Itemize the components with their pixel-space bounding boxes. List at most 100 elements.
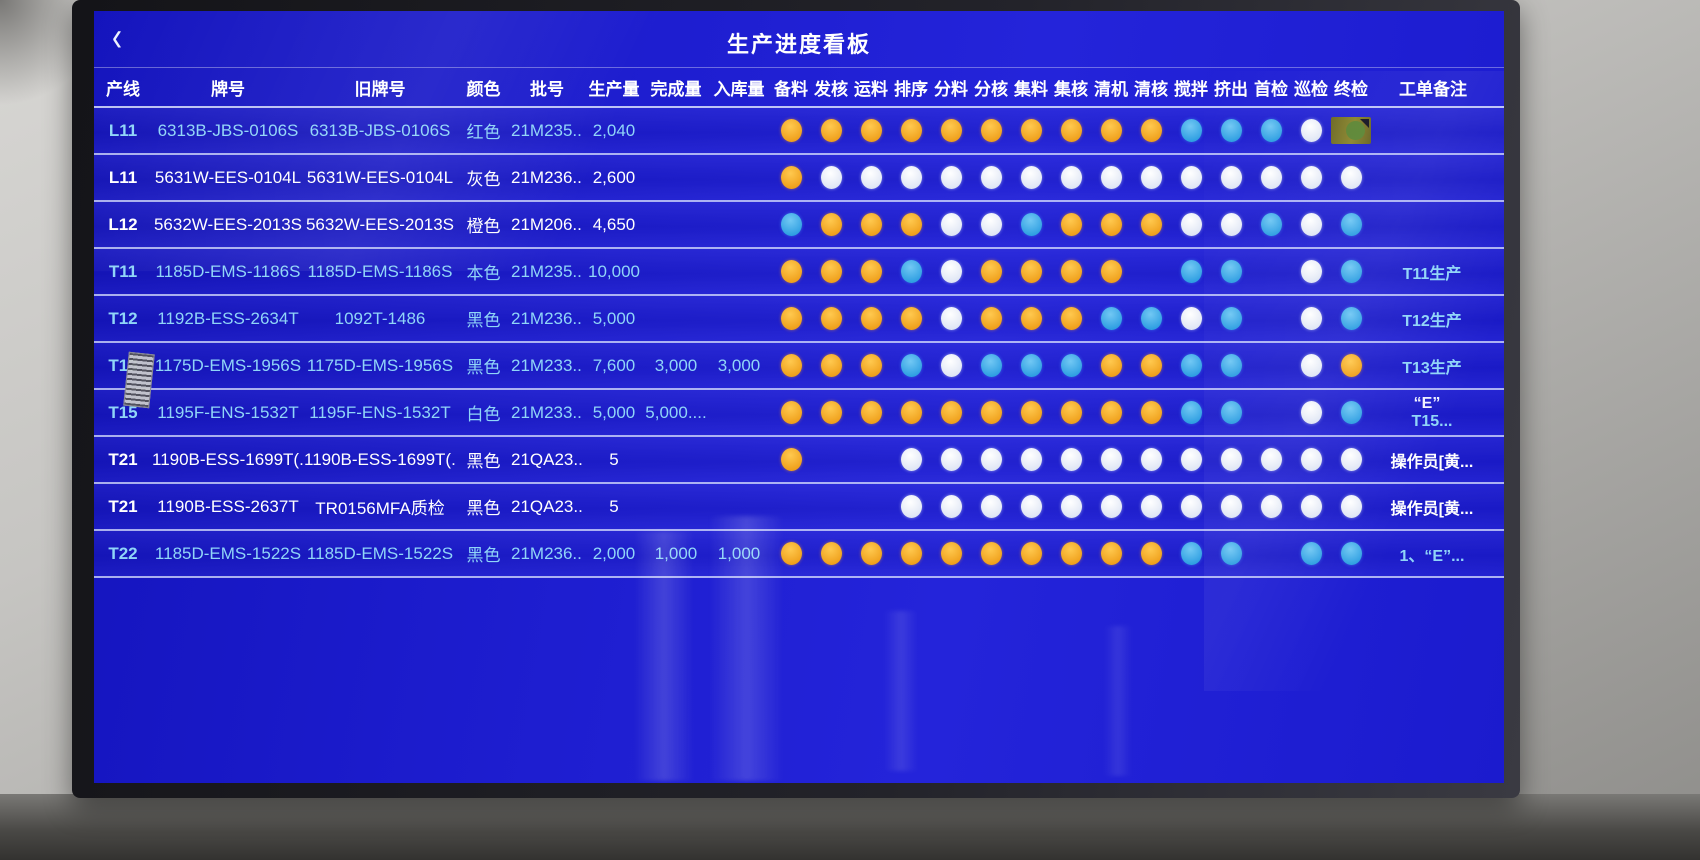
table-row: L11 5631W-EES-0104L 5631W-EES-0104L 灰色 21M23…	[94, 155, 1504, 202]
cell-brand: 1190B-ESS-2637T	[157, 496, 299, 516]
process-cell-运料	[851, 166, 891, 189]
process-dot-orange	[1140, 401, 1162, 424]
cell-color: 黑色	[466, 311, 501, 330]
cell-color: 灰色	[466, 170, 501, 189]
process-cell-集核	[1051, 354, 1091, 377]
process-cell-发核	[811, 166, 851, 189]
column-header-brand: 牌号	[211, 79, 245, 99]
process-cell-清核	[1131, 307, 1171, 330]
process-dot-white	[1300, 213, 1322, 236]
process-cell-分核	[971, 448, 1011, 471]
process-dot-orange	[860, 119, 882, 142]
screen-reflection	[1104, 626, 1132, 776]
process-cell-分核	[971, 119, 1011, 142]
column-header-line: 产线	[106, 79, 140, 99]
process-dot-orange	[1020, 542, 1042, 565]
process-dot-white	[940, 166, 962, 189]
process-dot-orange	[820, 401, 842, 424]
cell-remark: 1、“E”...	[1371, 542, 1495, 566]
column-header-process-3: 排序	[894, 79, 928, 99]
cell-remark: “E” T15...	[1371, 395, 1495, 431]
cell-color: 本色	[466, 264, 501, 283]
column-header-process-8: 清机	[1094, 79, 1128, 99]
process-dot-orange	[1060, 119, 1082, 142]
process-cell-终检	[1331, 354, 1371, 377]
process-dot-orange	[1060, 401, 1082, 424]
cell-batch: 21M235...	[511, 261, 583, 281]
process-cell-挤出	[1211, 542, 1251, 565]
process-cell-分核	[971, 495, 1011, 518]
cell-line: T21	[108, 449, 138, 469]
back-chevron-icon[interactable]: ‹	[112, 14, 122, 61]
process-dot-white	[1300, 307, 1322, 330]
dashboard-screen: ‹ 生产进度看板 产线 牌号 旧牌号 颜色 批号 生产量 完成量 入库量 备料 发核 运料 排序 分料分…	[94, 11, 1504, 783]
process-dot-blue	[900, 354, 922, 377]
process-cell-备料	[771, 401, 811, 424]
process-cell-搅拌	[1171, 401, 1211, 424]
process-dot-orange	[860, 542, 882, 565]
process-cell-挤出	[1211, 401, 1251, 424]
process-dot-orange	[860, 260, 882, 283]
process-cell-集核	[1051, 166, 1091, 189]
remark-text: T11生产	[1402, 265, 1462, 283]
process-dot-blue	[1020, 213, 1042, 236]
cell-color: 橙色	[466, 217, 501, 236]
process-dot-white	[1220, 495, 1242, 518]
process-dot-orange	[1060, 542, 1082, 565]
process-dot-orange	[980, 307, 1002, 330]
process-cell-搅拌	[1171, 495, 1211, 518]
process-cell-备料	[771, 307, 811, 330]
process-dot-white	[1300, 260, 1322, 283]
process-dot-blue	[1220, 260, 1242, 283]
column-header-process-12: 首检	[1254, 79, 1288, 99]
process-dot-blue	[1220, 401, 1242, 424]
process-cell-搅拌	[1171, 260, 1211, 283]
cell-batch: 21M236...	[511, 308, 583, 328]
cell-production: 5	[609, 449, 619, 469]
process-cell-运料	[851, 213, 891, 236]
process-dot-blue	[1220, 307, 1242, 330]
table-row: T21 1190B-ESS-2637T TR0156MFA质检 黑色 21QA23...…	[94, 484, 1504, 531]
process-cell-排序	[891, 495, 931, 518]
process-dot-white	[1340, 166, 1362, 189]
column-header-process-0: 备料	[774, 79, 808, 99]
cell-batch: 21M233...	[511, 402, 583, 422]
process-dot-white	[980, 213, 1002, 236]
column-header-process-5: 分核	[974, 79, 1008, 99]
cell-remark: 操作员[黄...	[1371, 448, 1495, 472]
column-header-production: 生产量	[588, 79, 640, 99]
process-dot-blue	[1220, 542, 1242, 565]
process-cell-发核	[811, 401, 851, 424]
cell-batch: 21QA23...	[511, 496, 583, 516]
process-dot-white	[940, 260, 962, 283]
process-cell-搅拌	[1171, 542, 1211, 565]
cell-remark: T13生产	[1371, 354, 1495, 378]
process-dot-white	[940, 495, 962, 518]
process-dot-orange	[900, 542, 922, 565]
process-cell-运料	[851, 119, 891, 142]
process-dot-white	[1260, 448, 1282, 471]
column-header-stored: 入库量	[713, 79, 765, 99]
process-dot-orange	[780, 354, 802, 377]
process-cell-分核	[971, 260, 1011, 283]
process-dot-orange	[860, 213, 882, 236]
table-row: L11 6313B-JBS-0106S 6313B-JBS-0106S 红色 21M23…	[94, 108, 1504, 155]
process-cell-搅拌	[1171, 448, 1211, 471]
cell-brand: 1190B-ESS-1699T(...	[152, 449, 304, 469]
process-dot-white	[980, 495, 1002, 518]
process-cell-集核	[1051, 119, 1091, 142]
process-dot-blue	[1340, 542, 1362, 565]
process-cell-集料	[1011, 213, 1051, 236]
cell-brand: 1192B-ESS-2634T	[157, 308, 299, 328]
cell-old_brand: 5631W-EES-0104L	[306, 167, 454, 187]
process-cell-分核	[971, 213, 1011, 236]
process-cell-发核	[811, 354, 851, 377]
cell-brand: 5631W-EES-0104L	[154, 167, 302, 187]
process-dot-white	[980, 448, 1002, 471]
process-cell-集料	[1011, 354, 1051, 377]
process-cell-集料	[1011, 166, 1051, 189]
table-row: T12 1192B-ESS-2634T 1092T-1486 黑色 21M236... 5…	[94, 296, 1504, 343]
cell-line: T22	[108, 543, 138, 563]
process-cell-终检	[1331, 260, 1371, 283]
process-dot-orange	[980, 119, 1002, 142]
